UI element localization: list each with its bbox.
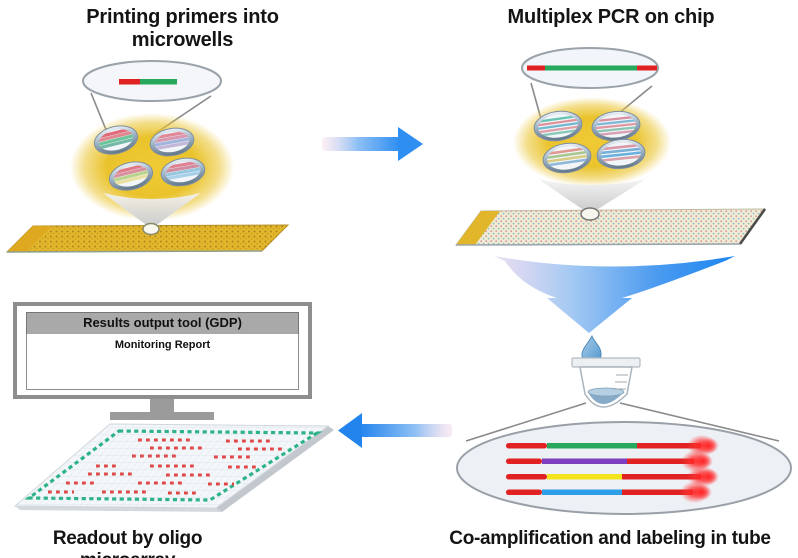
primer-green-segment (140, 79, 177, 85)
pcr-cone (538, 179, 646, 212)
results-monitor: Results output tool (GDP) Monitoring Rep… (13, 302, 312, 399)
microwell (542, 142, 592, 174)
step-title-pcr: Multiplex PCR on chip (507, 6, 715, 28)
primer-red-segment (119, 79, 140, 85)
step-title-labeling: Co-amplification and labeling in tube (449, 528, 771, 549)
monitor-stand-base (110, 412, 214, 420)
control-dot-frame (24, 429, 323, 502)
magnifier-strut (465, 402, 587, 442)
step-title-readout: Readout by oligo microarray (52, 528, 203, 558)
monitor-report-label: Monitoring Report (114, 339, 211, 351)
microwell (149, 127, 195, 157)
printing-cone (103, 193, 201, 227)
magnifier-strut (619, 402, 780, 442)
dna-strand (506, 465, 719, 488)
amplicon-green-core (545, 65, 637, 71)
amplicon-red-end (527, 65, 545, 71)
arrow-left-icon (338, 413, 452, 448)
microwell (591, 110, 641, 142)
step-title-printing: Printing primers into microwells (86, 6, 279, 51)
cone-tip-ring (142, 222, 160, 236)
dna-strand (506, 481, 712, 504)
gold-chip-edge-band (7, 226, 52, 252)
step-pcr-group (455, 47, 767, 246)
step-printing-group (5, 60, 290, 253)
microwell (160, 157, 206, 187)
monitor-titlebar: Results output tool (GDP) (26, 312, 299, 335)
cone-tip-ring (580, 207, 600, 221)
funnel-arrow-icon (494, 256, 735, 333)
microwell (533, 110, 583, 142)
monitor-report-area: Monitoring Report (26, 334, 299, 390)
monitor-stand-neck (150, 399, 174, 413)
pcr-chip-edge-band (456, 211, 500, 245)
signal-dots (48, 438, 284, 495)
yellow-glow (513, 97, 671, 187)
microwell (596, 138, 646, 170)
amplicon-red-end (637, 65, 657, 71)
pcr-tube (571, 357, 641, 408)
arrow-right-icon (322, 127, 423, 161)
step-labeling-group (456, 335, 792, 515)
tube-magnifier-ellipse (456, 421, 792, 515)
microwell (93, 125, 139, 155)
microarray-slide (13, 423, 334, 512)
microwell (108, 161, 154, 191)
